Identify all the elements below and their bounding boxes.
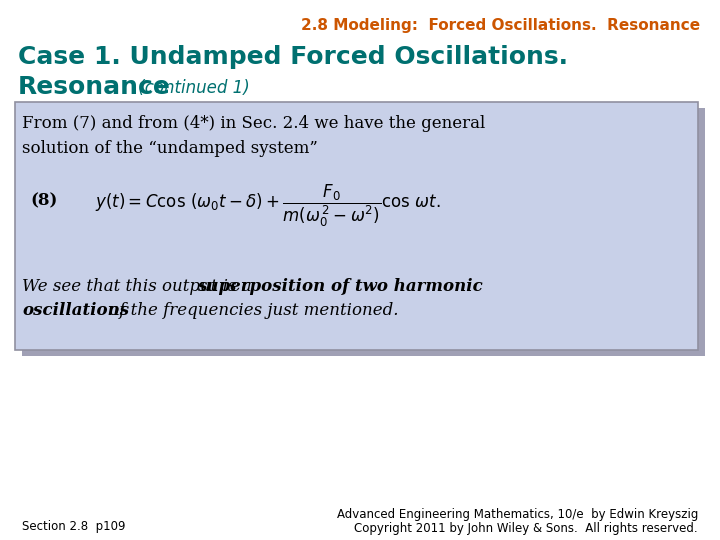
Text: (continued 1): (continued 1)	[133, 79, 250, 97]
Text: We see that this output is a: We see that this output is a	[22, 278, 257, 295]
Text: 2.8 Modeling:  Forced Oscillations.  Resonance: 2.8 Modeling: Forced Oscillations. Reson…	[301, 18, 700, 33]
Text: From (7) and from (4*) in Sec. 2.4 we have the general: From (7) and from (4*) in Sec. 2.4 we ha…	[22, 115, 485, 132]
FancyBboxPatch shape	[22, 108, 705, 356]
Text: superposition of two harmonic: superposition of two harmonic	[197, 278, 483, 295]
Text: oscillations: oscillations	[22, 302, 129, 319]
Text: of the frequencies just mentioned.: of the frequencies just mentioned.	[104, 302, 398, 319]
Text: Copyright 2011 by John Wiley & Sons.  All rights reserved.: Copyright 2011 by John Wiley & Sons. All…	[354, 522, 698, 535]
Text: solution of the “undamped system”: solution of the “undamped system”	[22, 140, 318, 157]
Text: Resonance: Resonance	[18, 75, 171, 99]
FancyBboxPatch shape	[15, 102, 698, 350]
Text: $y(t) = C\cos\,(\omega_0 t - \delta) + \dfrac{F_0}{m(\omega_0^{\,2} - \omega^2)}: $y(t) = C\cos\,(\omega_0 t - \delta) + \…	[95, 183, 441, 230]
Text: Section 2.8  p109: Section 2.8 p109	[22, 520, 125, 533]
Text: Advanced Engineering Mathematics, 10/e  by Edwin Kreyszig: Advanced Engineering Mathematics, 10/e b…	[337, 508, 698, 521]
Text: Case 1. Undamped Forced Oscillations.: Case 1. Undamped Forced Oscillations.	[18, 45, 568, 69]
Text: (8): (8)	[30, 192, 58, 209]
